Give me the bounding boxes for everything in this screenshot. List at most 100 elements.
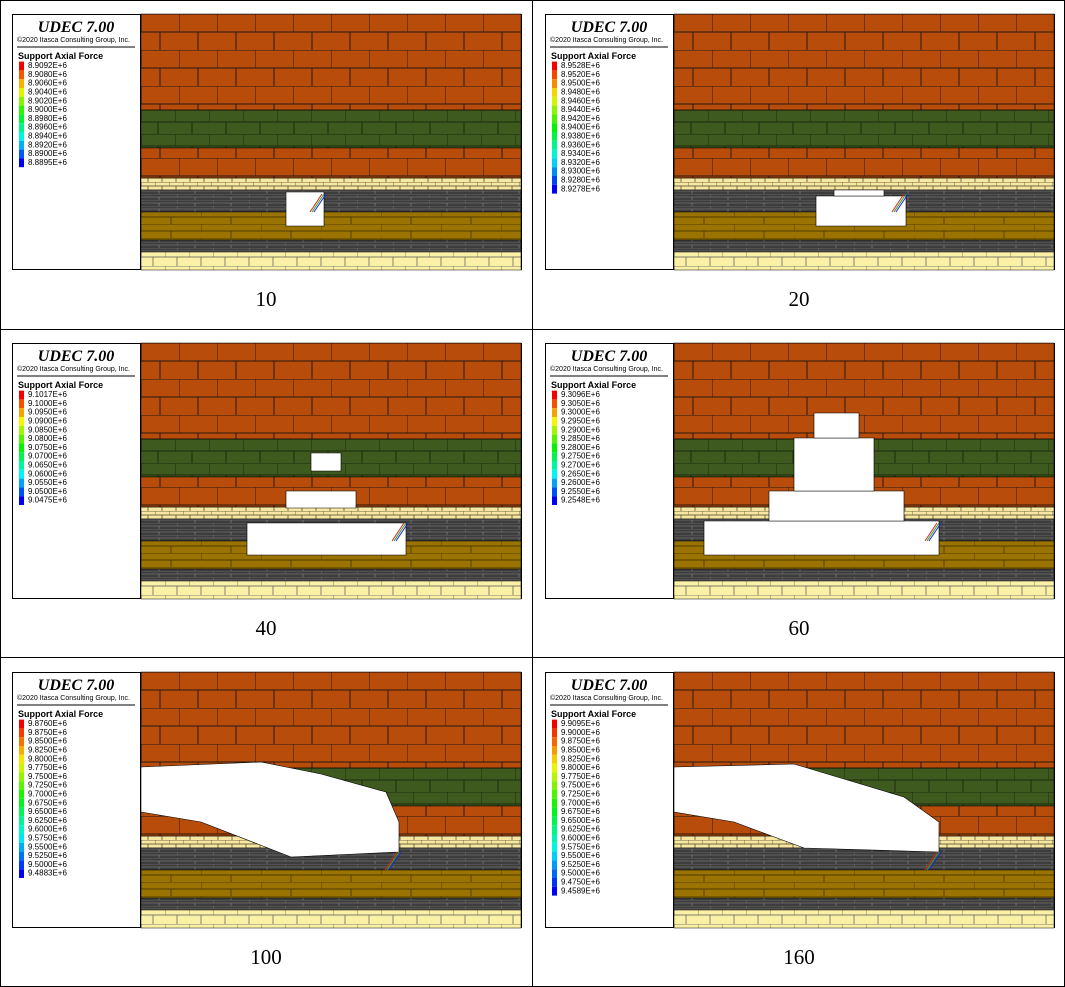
- model: [140, 13, 522, 271]
- legend-title: Support Axial Force: [551, 380, 636, 390]
- legend-swatch: [19, 728, 24, 738]
- legend-swatch: [552, 842, 557, 852]
- legend-swatch: [552, 123, 557, 132]
- legend-swatch: [552, 132, 557, 141]
- legend-label: 9.0550E+6: [28, 478, 67, 487]
- legend-label: 9.2800E+6: [561, 443, 600, 452]
- legend-label: 9.0500E+6: [28, 487, 67, 496]
- rock-layer: [673, 251, 1055, 271]
- legend-label: 9.5500E+6: [28, 842, 67, 851]
- legend-swatch: [19, 851, 24, 861]
- legend-label: 9.8250E+6: [561, 754, 600, 763]
- support-line: [891, 193, 905, 213]
- legend-label: 9.7000E+6: [28, 790, 67, 799]
- rock-layer: [673, 909, 1055, 929]
- legend-swatch: [19, 834, 24, 843]
- legend-label: 8.9092E+6: [28, 61, 67, 70]
- legend-swatch: [552, 158, 557, 168]
- goaf-cavity: [768, 490, 905, 522]
- legend-label: 9.2550E+6: [561, 487, 600, 496]
- legend-swatch: [552, 746, 557, 755]
- legend-label: 9.7750E+6: [28, 763, 67, 772]
- legend-swatch: [19, 842, 24, 852]
- legend-label: 9.2900E+6: [561, 425, 600, 434]
- legend-label: 8.9020E+6: [28, 96, 67, 105]
- legend-label: 9.0600E+6: [28, 469, 67, 478]
- legend-label: 8.9040E+6: [28, 88, 67, 97]
- legend-label: 9.8750E+6: [28, 728, 67, 737]
- legend-label: 9.7500E+6: [28, 772, 67, 781]
- legend-swatch: [552, 176, 557, 185]
- legend-swatch: [19, 158, 24, 168]
- legend-label: 8.9320E+6: [561, 158, 600, 167]
- legend-label: 8.8960E+6: [28, 123, 67, 132]
- legend-label: 9.0900E+6: [28, 417, 67, 426]
- rock-layer: [673, 109, 1055, 149]
- legend-swatch: [552, 399, 557, 409]
- legend-swatch: [552, 772, 557, 782]
- legend-swatch: [19, 434, 24, 444]
- legend-label: 8.9520E+6: [561, 70, 600, 79]
- rock-layer: [140, 909, 522, 929]
- rock-layer: [140, 568, 522, 582]
- rock-layer: [140, 251, 522, 271]
- goaf-cavity: [285, 490, 357, 509]
- legend-label: 8.8900E+6: [28, 149, 67, 158]
- legend-swatch: [552, 469, 557, 479]
- caption: 100: [250, 945, 282, 969]
- support-line: [311, 193, 325, 213]
- legend-label: 9.3096E+6: [561, 390, 600, 399]
- legend-swatch: [552, 140, 557, 150]
- legend-label: 9.8500E+6: [561, 746, 600, 755]
- legend-label: 9.2700E+6: [561, 461, 600, 470]
- support-line: [391, 522, 405, 542]
- legend-label: 9.0650E+6: [28, 461, 67, 470]
- legend-title: Support Axial Force: [18, 51, 103, 61]
- legend-label: 8.8940E+6: [28, 132, 67, 141]
- rock-layer: [140, 506, 522, 520]
- legend-label: 9.4883E+6: [28, 869, 67, 878]
- legend-swatch: [552, 807, 557, 817]
- legend-swatch: [19, 737, 24, 746]
- model: [673, 342, 1055, 600]
- legend-label: 8.9300E+6: [561, 167, 600, 176]
- legend-swatch: [19, 399, 24, 409]
- software-title: UDEC 7.00: [38, 19, 114, 36]
- goaf-cavity: [813, 412, 860, 439]
- legend-swatch: [552, 149, 557, 159]
- legend-label: 9.7500E+6: [561, 781, 600, 790]
- legend-swatch: [552, 443, 557, 453]
- legend-label: 9.5000E+6: [561, 869, 600, 878]
- support-line: [309, 193, 323, 213]
- legend-label: 9.5750E+6: [28, 834, 67, 843]
- legend-label: 9.5250E+6: [28, 851, 67, 860]
- panel: UDEC 7.00©2020 Itasca Consulting Group, …: [12, 671, 522, 969]
- support-line: [893, 193, 907, 213]
- legend-title: Support Axial Force: [18, 709, 103, 719]
- legend-label: 9.0475E+6: [28, 496, 67, 505]
- legend-swatch: [19, 825, 24, 834]
- legend-label: 8.9060E+6: [28, 79, 67, 88]
- support-line: [924, 851, 938, 871]
- rock-layer: [140, 897, 522, 911]
- legend-title: Support Axial Force: [551, 709, 636, 719]
- legend-swatch: [19, 149, 24, 159]
- legend-swatch: [19, 763, 24, 773]
- legend-label: 9.6500E+6: [28, 807, 67, 816]
- legend-swatch: [552, 434, 557, 444]
- legend-swatch: [552, 114, 557, 124]
- copyright: ©2020 Itasca Consulting Group, Inc.: [17, 36, 130, 44]
- model: [673, 13, 1055, 271]
- support-line: [926, 522, 940, 542]
- legend-swatch: [19, 746, 24, 755]
- legend-swatch: [19, 461, 24, 470]
- rock-layer: [673, 239, 1055, 253]
- legend-swatch: [552, 851, 557, 861]
- legend-swatch: [552, 496, 557, 505]
- legend-label: 8.9280E+6: [561, 176, 600, 185]
- legend-label: 8.9278E+6: [561, 184, 600, 193]
- legend-label: 9.4750E+6: [561, 878, 600, 887]
- panel: UDEC 7.00©2020 Itasca Consulting Group, …: [545, 13, 1055, 311]
- rock-layer: [673, 847, 1055, 871]
- copyright: ©2020 Itasca Consulting Group, Inc.: [550, 36, 663, 44]
